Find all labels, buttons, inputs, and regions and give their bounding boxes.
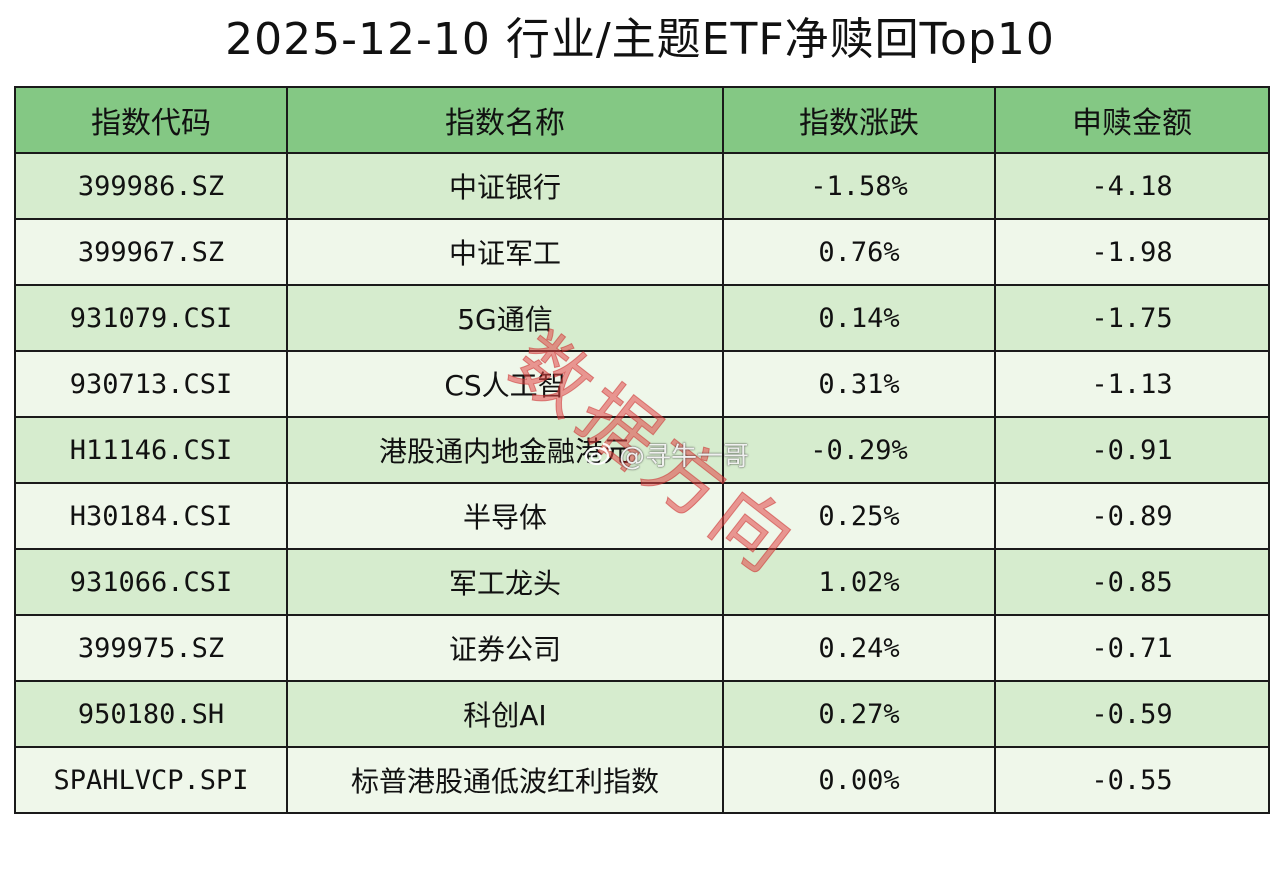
- column-header-index-name: 指数名称: [286, 86, 724, 154]
- index-change-cell: 0.31%: [722, 350, 996, 418]
- table-row: 931079.CSI 5G通信 0.14% -1.75: [14, 284, 1270, 352]
- index-change-cell: 0.14%: [722, 284, 996, 352]
- index-code-cell: SPAHLVCP.SPI: [14, 746, 288, 814]
- subscription-redemption-cell: -0.71: [994, 614, 1270, 682]
- table-row: 399967.SZ 中证军工 0.76% -1.98: [14, 218, 1270, 286]
- subscription-redemption-cell: -1.75: [994, 284, 1270, 352]
- index-change-cell: 0.76%: [722, 218, 996, 286]
- index-code-cell: H30184.CSI: [14, 482, 288, 550]
- table-row: 399975.SZ 证券公司 0.24% -0.71: [14, 614, 1270, 682]
- table-row: 950180.SH 科创AI 0.27% -0.59: [14, 680, 1270, 748]
- index-code-cell: 931079.CSI: [14, 284, 288, 352]
- column-header-subscription-redemption: 申赎金额: [994, 86, 1270, 154]
- table-row: H30184.CSI 半导体 0.25% -0.89: [14, 482, 1270, 550]
- index-change-cell: 1.02%: [722, 548, 996, 616]
- subscription-redemption-cell: -0.89: [994, 482, 1270, 550]
- index-code-cell: 399967.SZ: [14, 218, 288, 286]
- etf-redemption-table: 指数代码 指数名称 指数涨跌 申赎金额 399986.SZ 中证银行 -1.58% -…: [14, 86, 1270, 814]
- index-change-cell: 0.25%: [722, 482, 996, 550]
- index-name-cell: 港股通内地金融港元: [286, 416, 724, 484]
- table-body: 399986.SZ 中证银行 -1.58% -4.18 399967.SZ 中证军工 0.7…: [14, 152, 1270, 814]
- subscription-redemption-cell: -0.91: [994, 416, 1270, 484]
- table-row: H11146.CSI 港股通内地金融港元 -0.29% -0.91: [14, 416, 1270, 484]
- index-change-cell: -1.58%: [722, 152, 996, 220]
- index-code-cell: H11146.CSI: [14, 416, 288, 484]
- column-header-index-code: 指数代码: [14, 86, 288, 154]
- subscription-redemption-cell: -4.18: [994, 152, 1270, 220]
- index-name-cell: 标普港股通低波红利指数: [286, 746, 724, 814]
- index-code-cell: 399986.SZ: [14, 152, 288, 220]
- index-name-cell: 中证军工: [286, 218, 724, 286]
- index-name-cell: 证券公司: [286, 614, 724, 682]
- index-code-cell: 931066.CSI: [14, 548, 288, 616]
- index-code-cell: 399975.SZ: [14, 614, 288, 682]
- index-name-cell: 军工龙头: [286, 548, 724, 616]
- subscription-redemption-cell: -0.55: [994, 746, 1270, 814]
- index-name-cell: 科创AI: [286, 680, 724, 748]
- index-name-cell: 中证银行: [286, 152, 724, 220]
- index-name-cell: CS人工智: [286, 350, 724, 418]
- table-row: 931066.CSI 军工龙头 1.02% -0.85: [14, 548, 1270, 616]
- index-code-cell: 930713.CSI: [14, 350, 288, 418]
- subscription-redemption-cell: -1.98: [994, 218, 1270, 286]
- table-row: 399986.SZ 中证银行 -1.58% -4.18: [14, 152, 1270, 220]
- index-name-cell: 半导体: [286, 482, 724, 550]
- index-change-cell: 0.27%: [722, 680, 996, 748]
- subscription-redemption-cell: -0.85: [994, 548, 1270, 616]
- table-row: 930713.CSI CS人工智 0.31% -1.13: [14, 350, 1270, 418]
- subscription-redemption-cell: -0.59: [994, 680, 1270, 748]
- chart-title: 2025-12-10 行业/主题ETF净赎回Top10: [225, 14, 1055, 65]
- index-change-cell: -0.29%: [722, 416, 996, 484]
- index-name-cell: 5G通信: [286, 284, 724, 352]
- subscription-redemption-cell: -1.13: [994, 350, 1270, 418]
- index-change-cell: 0.00%: [722, 746, 996, 814]
- index-code-cell: 950180.SH: [14, 680, 288, 748]
- index-change-cell: 0.24%: [722, 614, 996, 682]
- column-header-index-change: 指数涨跌: [722, 86, 996, 154]
- table-row: SPAHLVCP.SPI 标普港股通低波红利指数 0.00% -0.55: [14, 746, 1270, 814]
- header-row: 指数代码 指数名称 指数涨跌 申赎金额: [14, 86, 1270, 154]
